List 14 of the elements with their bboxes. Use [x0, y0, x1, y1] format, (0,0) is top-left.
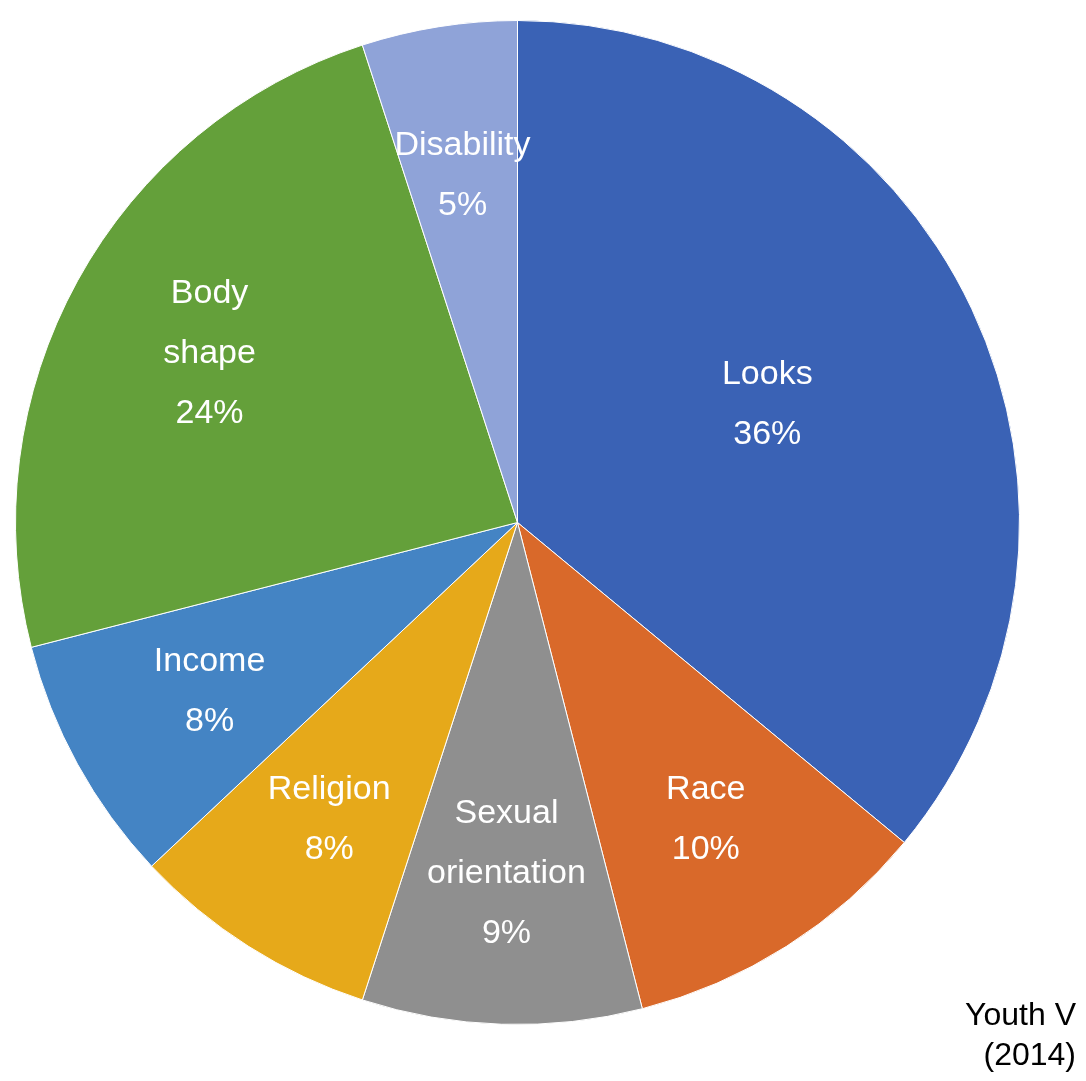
slice-label: Race [666, 767, 746, 806]
slice-label: Income [153, 640, 266, 679]
slice-label: Sexual orientation [427, 792, 586, 891]
data-label: 10% [671, 827, 740, 866]
data-label: 24% [175, 391, 244, 430]
data-label: 8% [304, 827, 354, 866]
data-label: 8% [185, 700, 235, 739]
slice-label: Looks [721, 353, 813, 392]
data-label: 5% [437, 183, 488, 222]
data-label: 9% [481, 912, 532, 951]
slice-label: Body shape [163, 271, 256, 370]
slice-label: Religion [267, 767, 391, 806]
data-label: 36% [733, 413, 802, 452]
text: Youth V (2014) [965, 996, 1077, 1072]
